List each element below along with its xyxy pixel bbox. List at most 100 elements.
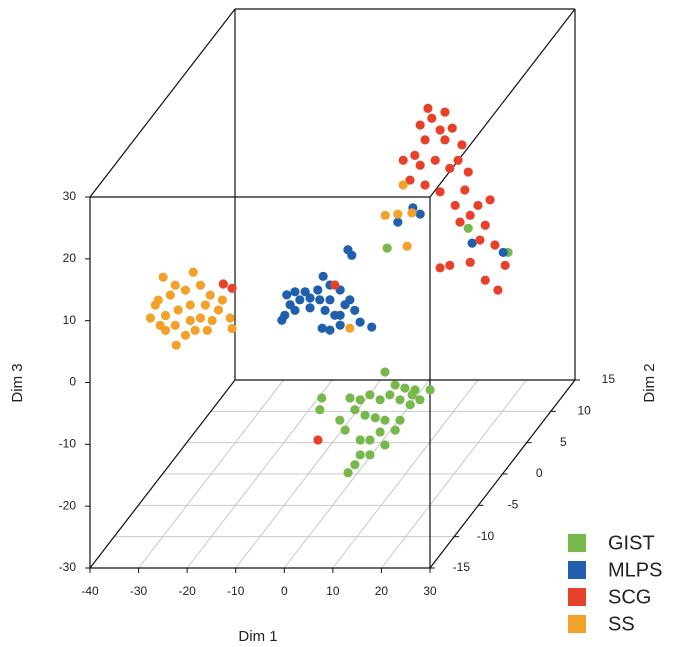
point (407, 390, 417, 400)
point (305, 293, 315, 303)
point (453, 155, 463, 165)
point (305, 303, 315, 313)
point (335, 415, 345, 425)
point (218, 279, 228, 289)
point (490, 240, 500, 250)
point (170, 280, 180, 290)
legend-swatch (568, 534, 586, 552)
box-edge (89, 8, 236, 198)
z-tick-label: 30 (63, 189, 77, 203)
point (410, 150, 420, 160)
point (450, 200, 460, 211)
y-axis-title: Dim 2 (641, 363, 658, 402)
legend-swatch (568, 588, 586, 606)
box-edge (89, 379, 236, 569)
x-tick-label: -40 (81, 584, 99, 598)
point (330, 310, 340, 320)
point (227, 283, 237, 293)
point (370, 413, 380, 423)
point (355, 317, 365, 327)
point (393, 209, 403, 219)
point (347, 250, 357, 260)
y-tick-label: -10 (477, 529, 495, 543)
point (445, 163, 455, 173)
point (402, 241, 412, 251)
point (313, 435, 323, 445)
legend-label: SCG (608, 586, 651, 608)
point (355, 435, 365, 445)
point (407, 208, 417, 218)
point (425, 385, 435, 395)
point (457, 140, 467, 150)
point (393, 217, 403, 227)
point (213, 305, 224, 315)
point (380, 440, 390, 450)
point (158, 272, 168, 282)
point (145, 313, 156, 323)
point (475, 235, 485, 245)
point (300, 287, 310, 297)
legend-label: SS (608, 613, 635, 635)
point (427, 113, 437, 123)
point (435, 263, 445, 273)
series-points (218, 103, 510, 445)
point (185, 300, 195, 310)
point (365, 450, 375, 460)
point (375, 395, 385, 405)
point (200, 300, 210, 310)
point (355, 450, 365, 460)
y-tick-label: 10 (577, 404, 591, 418)
point (400, 383, 410, 393)
y-tick-label: -15 (453, 560, 471, 574)
x-tick-label: 10 (326, 584, 340, 598)
point (160, 325, 171, 335)
point (380, 210, 390, 220)
point (395, 395, 405, 405)
point (415, 120, 425, 130)
point (290, 305, 300, 315)
point (350, 305, 360, 315)
point (277, 315, 287, 325)
point (375, 427, 385, 437)
point (335, 320, 345, 330)
point (365, 435, 375, 445)
point (165, 290, 175, 300)
point (415, 395, 425, 405)
point (313, 285, 323, 295)
point (320, 305, 330, 315)
point (195, 313, 206, 323)
point (445, 260, 455, 271)
point (295, 295, 305, 305)
x-tick-label: -10 (227, 584, 245, 598)
z-tick-label: -20 (59, 498, 77, 512)
point (398, 155, 408, 165)
series-points (315, 223, 513, 478)
point (315, 405, 325, 415)
point (188, 267, 198, 277)
point (447, 123, 457, 133)
point (493, 285, 503, 295)
point (435, 125, 445, 135)
point (420, 180, 430, 190)
point (180, 330, 191, 340)
point (185, 315, 195, 326)
x-axis-title: Dim 1 (238, 628, 277, 645)
x-tick-label: 20 (375, 584, 389, 598)
point (365, 390, 375, 400)
point (423, 103, 433, 113)
point (318, 271, 328, 281)
z-tick-label: 0 (69, 375, 76, 389)
point (405, 175, 415, 185)
point (390, 425, 400, 435)
legend-swatch (568, 615, 586, 633)
point (430, 155, 440, 165)
point (465, 257, 475, 267)
point (382, 243, 392, 253)
point (170, 320, 180, 330)
point (463, 167, 473, 177)
x-tick-label: -20 (178, 584, 196, 598)
z-axis-title: Dim 3 (9, 363, 26, 402)
point (415, 209, 425, 219)
y-tick-label: 15 (602, 372, 616, 386)
